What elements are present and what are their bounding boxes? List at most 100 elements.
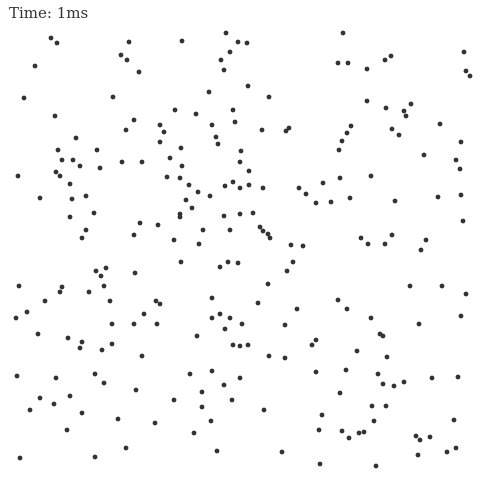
particle-dot — [67, 214, 73, 220]
particle-dot — [451, 417, 457, 423]
particle-dot — [266, 94, 272, 100]
particle-dot — [286, 125, 292, 131]
particle-dot — [237, 375, 243, 381]
particle-dot — [389, 126, 395, 132]
particle-dot — [67, 393, 73, 399]
particle-dot — [237, 159, 243, 165]
particle-dot — [227, 49, 233, 55]
particle-dot — [232, 119, 238, 125]
particle-dot — [317, 461, 323, 467]
particle-dot — [191, 430, 197, 436]
particle-dot — [83, 227, 89, 233]
particle-dot — [115, 416, 121, 422]
particle-dot — [453, 157, 459, 163]
particle-dot — [73, 135, 79, 141]
particle-dot — [294, 306, 300, 312]
particle-dot — [401, 379, 407, 385]
particle-dot — [131, 321, 137, 327]
particle-dot — [167, 155, 173, 161]
particle-dot — [51, 401, 57, 407]
particle-dot — [382, 57, 388, 63]
particle-dot — [439, 283, 445, 289]
particle-dot — [179, 163, 185, 169]
particle-dot — [42, 298, 48, 304]
particle-dot — [339, 138, 345, 144]
particle-dot — [52, 113, 58, 119]
particle-dot — [347, 195, 353, 201]
particle-dot — [214, 448, 220, 454]
particle-dot — [99, 347, 105, 353]
particle-dot — [458, 313, 464, 319]
particle-dot — [336, 147, 342, 153]
particle-dot — [348, 123, 354, 129]
particle-dot — [227, 227, 233, 233]
particle-dot — [54, 40, 60, 46]
particle-dot — [415, 452, 421, 458]
particle-dot — [136, 69, 142, 75]
particle-dot — [313, 200, 319, 206]
particle-dot — [37, 395, 43, 401]
particle-dot — [230, 342, 236, 348]
particle-dot — [296, 185, 302, 191]
particle-dot — [354, 348, 360, 354]
particle-dot — [217, 311, 223, 317]
particle-dot — [282, 322, 288, 328]
particle-dot — [208, 418, 214, 424]
particle-dot — [186, 182, 192, 188]
particle-dot — [328, 199, 334, 205]
particle-dot — [171, 237, 177, 243]
particle-dot — [131, 232, 137, 238]
particle-dot — [303, 191, 309, 197]
particle-dot — [123, 127, 129, 133]
particle-dot — [463, 291, 469, 297]
particle-dot — [391, 383, 397, 389]
particle-dot — [109, 321, 115, 327]
particle-dot — [335, 60, 341, 66]
particle-dot — [177, 175, 183, 181]
particle-dot — [83, 193, 89, 199]
particle-dot — [92, 371, 98, 377]
particle-dot — [53, 169, 59, 175]
particle-dot — [193, 111, 199, 117]
particle-dot — [187, 371, 193, 377]
particle-dot — [65, 335, 71, 341]
particle-dot — [458, 139, 464, 145]
particle-dot — [59, 284, 65, 290]
particle-dot — [222, 183, 228, 189]
particle-dot — [392, 198, 398, 204]
particle-dot — [123, 445, 129, 451]
particle-dot — [155, 222, 161, 228]
particle-dot — [458, 192, 464, 198]
particle-dot — [467, 73, 473, 79]
particle-dot — [48, 35, 54, 41]
particle-dot — [388, 53, 394, 59]
particle-dot — [172, 107, 178, 113]
particle-dot — [383, 403, 389, 409]
particle-dot — [86, 289, 92, 295]
particle-dot — [79, 339, 85, 345]
time-readout: Time: 1ms — [9, 4, 89, 22]
particle-dot — [245, 342, 251, 348]
particle-dot — [413, 433, 419, 439]
particle-dot — [141, 311, 147, 317]
particle-dot — [361, 429, 367, 435]
particle-dot — [319, 412, 325, 418]
particle-dot — [401, 108, 407, 114]
particle-dot — [69, 196, 75, 202]
particle-dot — [57, 173, 63, 179]
particle-dot — [139, 159, 145, 165]
particle-dot — [126, 39, 132, 45]
particle-dot — [429, 375, 435, 381]
particle-dot — [373, 463, 379, 469]
particle-dot — [171, 397, 177, 403]
particle-dot — [101, 380, 107, 386]
particle-dot — [79, 235, 85, 241]
particle-dot — [237, 211, 243, 217]
particle-dot — [421, 152, 427, 158]
particle-dot — [259, 127, 265, 133]
particle-dot — [279, 449, 285, 455]
particle-dot — [225, 259, 231, 265]
particle-dot — [15, 173, 21, 179]
particle-dot — [199, 389, 205, 395]
particle-dot — [16, 283, 22, 289]
